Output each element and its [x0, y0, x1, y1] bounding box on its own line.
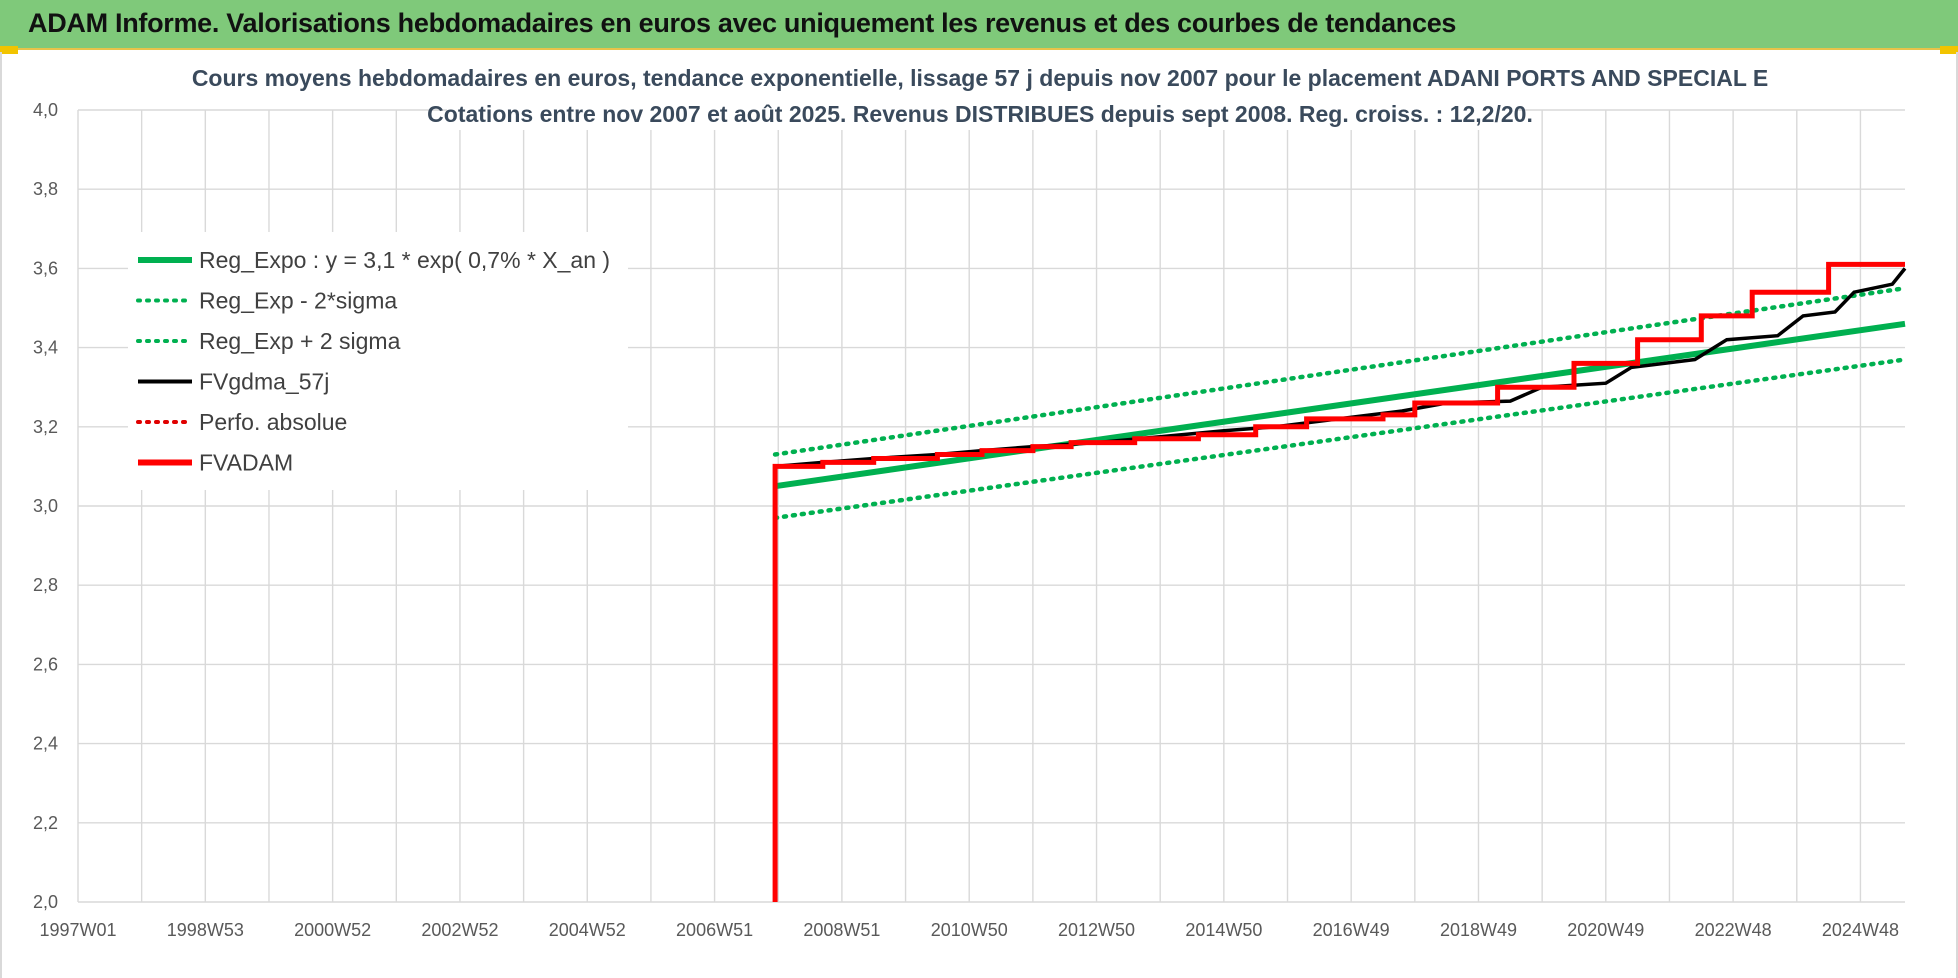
y-tick-label: 2,8 — [33, 575, 58, 595]
y-tick-label: 3,8 — [33, 179, 58, 199]
series-line-1 — [772, 357, 1908, 521]
report-title: ADAM Informe. Valorisations hebdomadaire… — [28, 8, 1457, 38]
y-tick-label: 3,6 — [33, 258, 58, 278]
x-tick-labels: 1997W01 1998W53 2000W52 2002W52 2004W52 2006W… — [39, 920, 1899, 940]
chart-svg: 2,0 2,2 2,4 2,6 2,8 3,0 3,2 3,4 3,6 3,8 4,0 1997W0… — [33, 60, 1908, 940]
y-tick-label: 3,4 — [33, 338, 58, 358]
y-tick-label: 2,0 — [33, 892, 58, 912]
x-tick-label: 2014W50 — [1185, 920, 1262, 940]
y-tick-label: 2,4 — [33, 734, 58, 754]
x-tick-label: 2020W49 — [1567, 920, 1644, 940]
y-tick-label: 2,2 — [33, 813, 58, 833]
x-tick-label: 2010W50 — [931, 920, 1008, 940]
y-gridlines — [78, 109, 1905, 903]
corner-marker-right — [1940, 46, 1958, 54]
series-layer — [772, 261, 1908, 902]
x-tick-label: 2018W49 — [1440, 920, 1517, 940]
series-line-5 — [772, 261, 1905, 902]
x-tick-label: 2016W49 — [1313, 920, 1390, 940]
chart-legend: Reg_Expo : y = 3,1 * exp( 0,7% * X_an ) R… — [128, 232, 628, 490]
x-tick-label: 2006W51 — [676, 920, 753, 940]
x-tick-label: 2002W52 — [421, 920, 498, 940]
legend-label-4: Perfo. absolue — [199, 409, 347, 435]
report-banner: ADAM Informe. Valorisations hebdomadaire… — [0, 0, 1958, 50]
x-tick-label: 2008W51 — [803, 920, 880, 940]
chart-area: 2,0 2,2 2,4 2,6 2,8 3,0 3,2 3,4 3,6 3,8 4,0 1997W0… — [0, 52, 1958, 978]
y-tick-labels: 2,0 2,2 2,4 2,6 2,8 3,0 3,2 3,4 3,6 3,8 4,0 — [33, 100, 58, 912]
legend-label-1: Reg_Exp - 2*sigma — [199, 288, 397, 314]
chart-title-line-2: Cotations entre nov 2007 et août 2025. R… — [427, 101, 1533, 127]
chart-title-line-1: Cours moyens hebdomadaires en euros, ten… — [192, 65, 1768, 91]
y-tick-label: 2,6 — [33, 654, 58, 674]
y-tick-label: 3,2 — [33, 417, 58, 437]
x-tick-label: 1998W53 — [167, 920, 244, 940]
y-tick-label: 4,0 — [33, 100, 58, 120]
legend-background — [128, 232, 628, 490]
legend-label-0: Reg_Expo : y = 3,1 * exp( 0,7% * X_an ) — [199, 247, 610, 273]
legend-label-5: FVADAM — [199, 450, 293, 476]
x-tick-label: 2024W48 — [1822, 920, 1899, 940]
y-tick-label: 3,0 — [33, 496, 58, 516]
x-tick-label: 2022W48 — [1695, 920, 1772, 940]
corner-marker-left — [0, 46, 18, 54]
series-line-2 — [772, 285, 1908, 457]
x-tick-label: 2004W52 — [549, 920, 626, 940]
x-tick-label: 2000W52 — [294, 920, 371, 940]
series-line-3 — [774, 267, 1907, 469]
legend-label-2: Reg_Exp + 2 sigma — [199, 328, 401, 354]
series-line-0 — [774, 320, 1906, 490]
x-tick-label: 2012W50 — [1058, 920, 1135, 940]
chart-title-group: Cours moyens hebdomadaires en euros, ten… — [192, 60, 1768, 130]
legend-label-3: FVgdma_57j — [199, 369, 329, 395]
x-tick-label: 1997W01 — [39, 920, 116, 940]
